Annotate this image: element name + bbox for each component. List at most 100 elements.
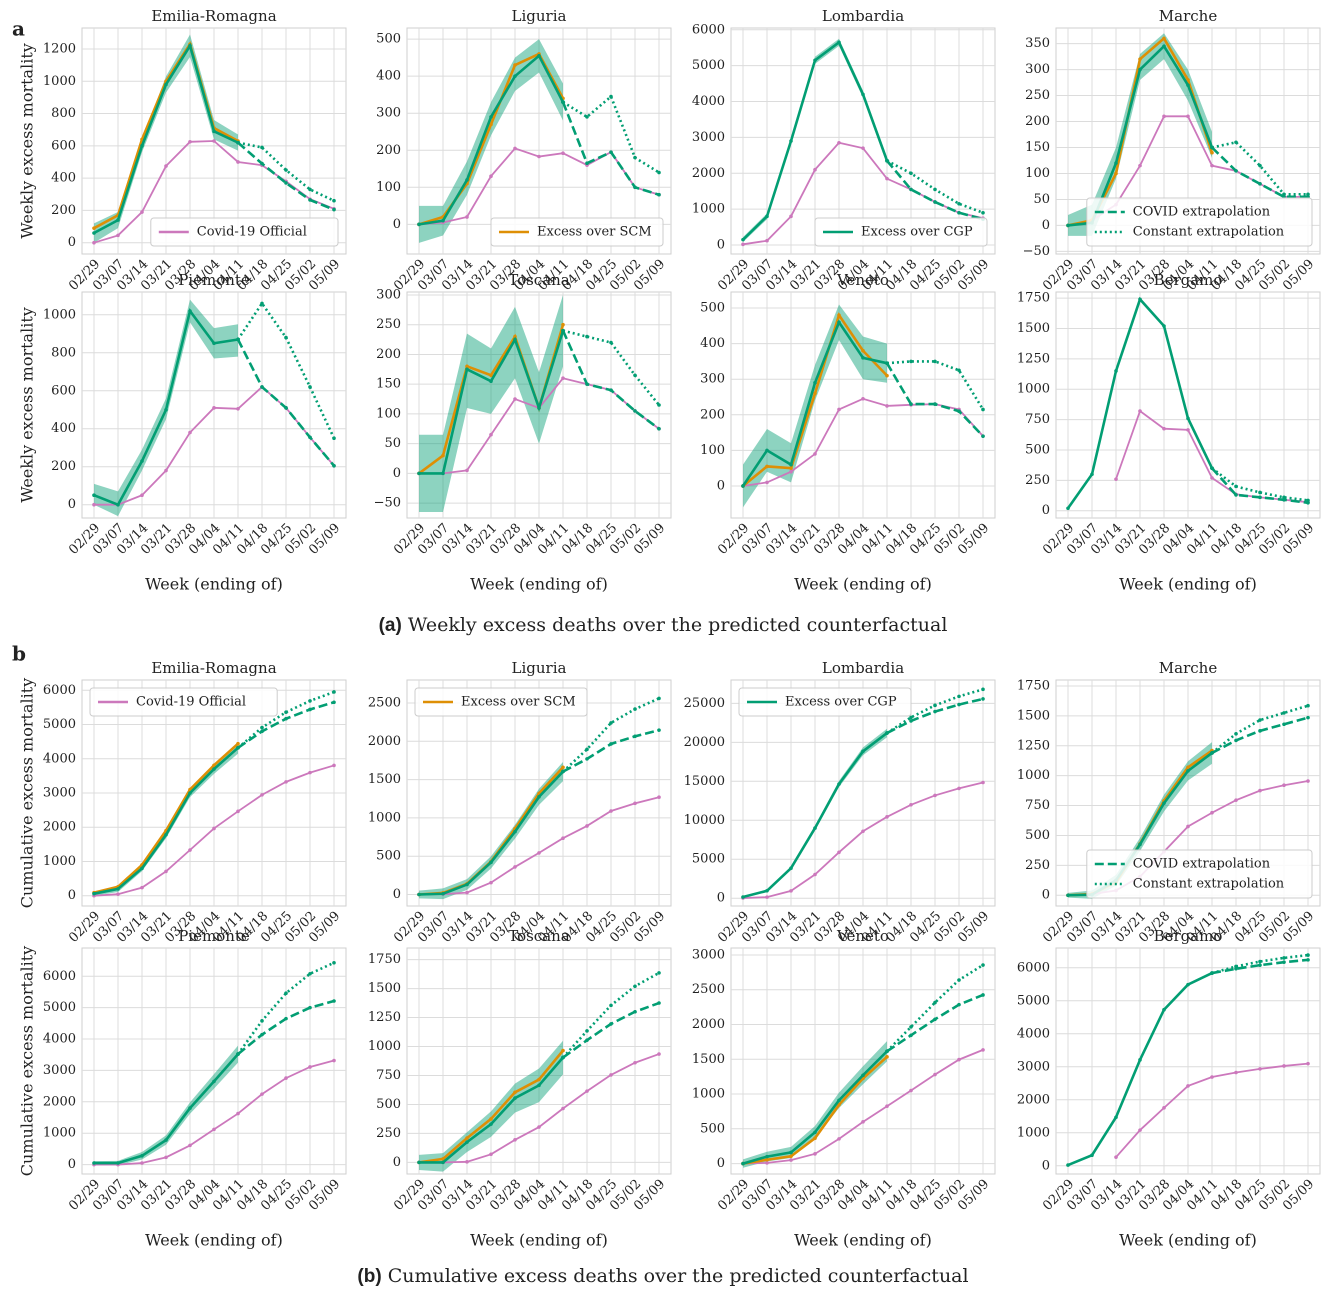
point [1306, 498, 1310, 503]
point [308, 1005, 312, 1010]
point [489, 860, 493, 865]
y-tick-label: 800 [51, 345, 76, 360]
point [260, 729, 264, 734]
point [260, 1032, 264, 1037]
point [513, 146, 517, 151]
point [657, 192, 661, 197]
series-line [1211, 958, 1309, 975]
point [441, 1160, 445, 1165]
point [92, 493, 96, 498]
series-line [1211, 140, 1308, 196]
point [1282, 956, 1286, 960]
point [633, 1009, 637, 1014]
point [885, 1104, 889, 1108]
point [657, 403, 661, 407]
point [957, 1057, 961, 1062]
point [212, 767, 216, 771]
point [909, 1025, 913, 1029]
point [657, 426, 661, 431]
point [609, 809, 613, 813]
point [561, 328, 565, 333]
point [957, 702, 961, 707]
y-tick-label: 500 [376, 849, 401, 864]
point [212, 341, 216, 346]
point [561, 376, 565, 381]
y-tick-label: 1750 [368, 952, 401, 967]
y-tick-label: 500 [376, 32, 401, 47]
point [260, 793, 264, 797]
point [489, 174, 493, 178]
point [465, 468, 469, 473]
point [837, 850, 841, 855]
y-tick-label: 4000 [692, 94, 725, 109]
caption-text: Weekly excess deaths over the predicted … [408, 614, 948, 636]
point [861, 356, 865, 360]
point [813, 452, 817, 456]
point [609, 1022, 613, 1026]
point [332, 690, 336, 694]
point [140, 1153, 144, 1158]
point [561, 836, 565, 840]
point [140, 866, 144, 871]
point [513, 865, 517, 869]
point [236, 1111, 240, 1116]
point [741, 895, 745, 899]
legend-label: Excess over CGP [861, 225, 973, 240]
point [513, 1096, 517, 1100]
y-tick-label: 2000 [368, 734, 401, 749]
caption: (b) Cumulative excess deaths over the pr… [357, 1265, 968, 1287]
point [741, 242, 745, 247]
point [164, 82, 168, 87]
y-tick-label: 1200 [43, 41, 76, 56]
point [140, 210, 144, 214]
point [1162, 324, 1166, 328]
point [789, 866, 793, 871]
x-axis-label: Week (ending of) [145, 1231, 283, 1250]
point [765, 1157, 769, 1162]
point [417, 892, 421, 897]
legend [1086, 197, 1313, 247]
point [1090, 1153, 1094, 1157]
y-tick-label: −50 [1023, 244, 1050, 259]
point [1162, 36, 1166, 41]
point [1234, 738, 1238, 743]
point [537, 154, 541, 159]
point [585, 1038, 589, 1042]
point [164, 468, 168, 473]
point [1138, 297, 1142, 302]
point [188, 309, 192, 313]
point [489, 432, 493, 437]
y-tick-label: 150 [376, 377, 401, 392]
point [909, 171, 913, 176]
point [957, 786, 961, 791]
series-line [886, 159, 984, 221]
series-line [562, 329, 661, 406]
y-tick-label: 10000 [684, 813, 725, 828]
point [1186, 1084, 1190, 1088]
point [933, 1000, 937, 1005]
y-tick-label: 2000 [1017, 1092, 1050, 1107]
point [909, 802, 913, 807]
point [1090, 472, 1094, 477]
point [861, 146, 865, 150]
y-tick-label: 0 [68, 888, 76, 903]
point [1234, 493, 1238, 497]
point [188, 848, 192, 852]
legend-label: COVID extrapolation [1133, 205, 1271, 220]
x-axis-label: Week (ending of) [470, 1231, 608, 1250]
point [164, 869, 168, 874]
point [1138, 409, 1142, 413]
y-tick-label: 3000 [1017, 1059, 1050, 1074]
point [861, 396, 865, 401]
point [465, 890, 469, 895]
y-tick-label: 500 [376, 1097, 401, 1112]
point [885, 176, 889, 181]
point [885, 361, 889, 365]
point [933, 187, 937, 192]
point [188, 140, 192, 144]
chart-title: Piemonte [178, 927, 250, 945]
point [609, 1073, 613, 1077]
point [1066, 1163, 1070, 1167]
point [1258, 959, 1262, 964]
point [284, 1016, 288, 1021]
